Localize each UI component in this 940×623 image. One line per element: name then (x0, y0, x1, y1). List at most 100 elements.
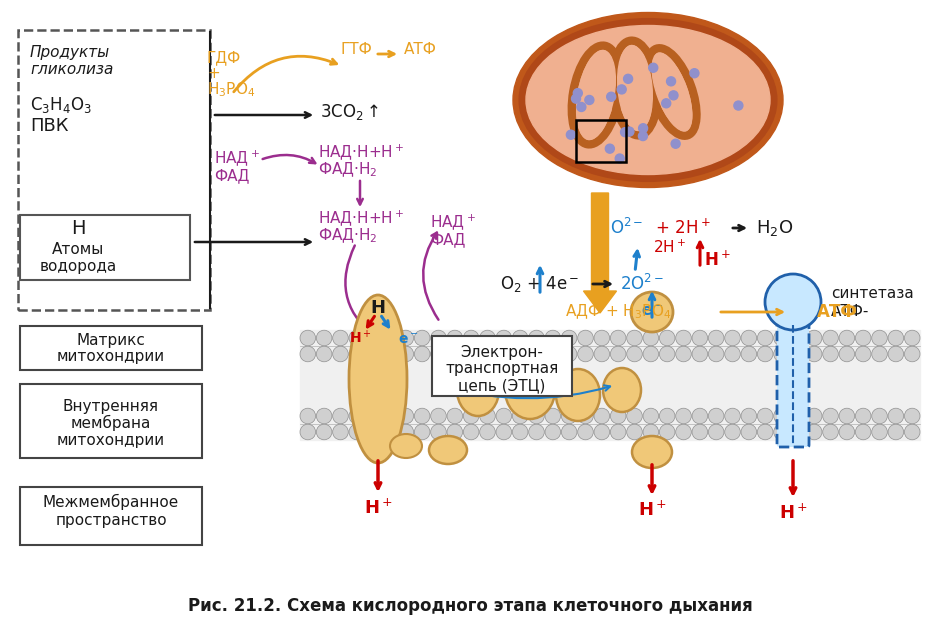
Circle shape (725, 346, 741, 362)
Circle shape (447, 408, 462, 424)
Circle shape (904, 408, 920, 424)
Text: Атомы: Атомы (52, 242, 104, 257)
Text: АТФ: АТФ (817, 303, 858, 321)
Text: Внутренняя: Внутренняя (63, 399, 159, 414)
Circle shape (512, 330, 528, 346)
Text: НАД$^+$: НАД$^+$ (430, 212, 476, 232)
Circle shape (662, 99, 671, 108)
Text: ФАД·Н$_2$: ФАД·Н$_2$ (318, 161, 378, 179)
Circle shape (479, 424, 495, 440)
Bar (18, 30, 210, 310)
Text: e$^-$: e$^-$ (398, 333, 418, 347)
Ellipse shape (603, 368, 641, 412)
Ellipse shape (632, 436, 672, 468)
Ellipse shape (349, 295, 407, 463)
Circle shape (625, 127, 634, 136)
Circle shape (594, 424, 610, 440)
Circle shape (871, 330, 887, 346)
Circle shape (822, 330, 838, 346)
Circle shape (578, 346, 593, 362)
Circle shape (528, 424, 544, 440)
Text: O$_2$ + 4e$^-$: O$_2$ + 4e$^-$ (500, 274, 579, 294)
Circle shape (709, 346, 724, 362)
Circle shape (790, 424, 806, 440)
Circle shape (888, 424, 903, 440)
Circle shape (855, 424, 871, 440)
Circle shape (692, 408, 708, 424)
Circle shape (333, 424, 349, 440)
Circle shape (561, 408, 577, 424)
Circle shape (638, 124, 648, 133)
Text: транспортная: транспортная (446, 361, 558, 376)
Circle shape (888, 330, 903, 346)
Circle shape (317, 346, 332, 362)
Circle shape (578, 330, 593, 346)
Text: ПВК: ПВК (30, 117, 69, 135)
Circle shape (741, 346, 757, 362)
Circle shape (496, 408, 511, 424)
Circle shape (839, 424, 854, 440)
Text: Рис. 21.2. Схема кислородного этапа клеточного дыхания: Рис. 21.2. Схема кислородного этапа клет… (188, 597, 752, 615)
Circle shape (627, 330, 642, 346)
Circle shape (615, 154, 624, 163)
Circle shape (709, 408, 724, 424)
Text: НАД·Н+Н$^+$: НАД·Н+Н$^+$ (318, 142, 404, 162)
Text: H$_2$O: H$_2$O (756, 218, 793, 238)
Text: H$^+$: H$^+$ (778, 503, 807, 523)
Circle shape (398, 346, 414, 362)
Circle shape (382, 346, 398, 362)
Circle shape (758, 408, 773, 424)
Circle shape (333, 330, 349, 346)
Circle shape (382, 424, 398, 440)
Circle shape (349, 424, 365, 440)
Circle shape (585, 95, 594, 105)
Bar (20, 215, 190, 280)
Circle shape (758, 424, 773, 440)
Circle shape (855, 408, 871, 424)
Circle shape (643, 424, 659, 440)
Circle shape (774, 424, 790, 440)
Circle shape (790, 346, 806, 362)
Circle shape (627, 346, 642, 362)
Circle shape (822, 408, 838, 424)
Text: НАД$^+$: НАД$^+$ (214, 148, 259, 168)
Text: + 2H$^+$: + 2H$^+$ (650, 218, 711, 237)
FancyBboxPatch shape (777, 323, 809, 447)
Circle shape (366, 424, 381, 440)
Circle shape (561, 424, 577, 440)
Circle shape (463, 330, 479, 346)
Circle shape (904, 346, 920, 362)
Circle shape (512, 346, 528, 362)
Circle shape (627, 424, 642, 440)
Circle shape (649, 64, 658, 72)
Circle shape (528, 330, 544, 346)
Circle shape (904, 424, 920, 440)
Circle shape (610, 330, 626, 346)
Circle shape (839, 330, 854, 346)
Circle shape (415, 424, 430, 440)
Circle shape (382, 408, 398, 424)
Circle shape (382, 330, 398, 346)
Circle shape (855, 330, 871, 346)
Circle shape (300, 330, 316, 346)
Circle shape (300, 424, 316, 440)
Circle shape (447, 424, 462, 440)
Circle shape (398, 424, 414, 440)
Circle shape (709, 330, 724, 346)
Circle shape (447, 346, 462, 362)
Circle shape (774, 330, 790, 346)
Ellipse shape (526, 26, 770, 174)
Text: H$^+$: H$^+$ (364, 498, 393, 518)
Circle shape (573, 88, 582, 98)
Bar (432, 336, 572, 396)
Circle shape (692, 330, 708, 346)
Circle shape (366, 330, 381, 346)
Circle shape (398, 330, 414, 346)
Circle shape (904, 330, 920, 346)
Circle shape (577, 102, 586, 112)
Circle shape (774, 408, 790, 424)
Circle shape (709, 424, 724, 440)
Text: H: H (370, 299, 385, 317)
Ellipse shape (631, 292, 673, 332)
Circle shape (871, 408, 887, 424)
